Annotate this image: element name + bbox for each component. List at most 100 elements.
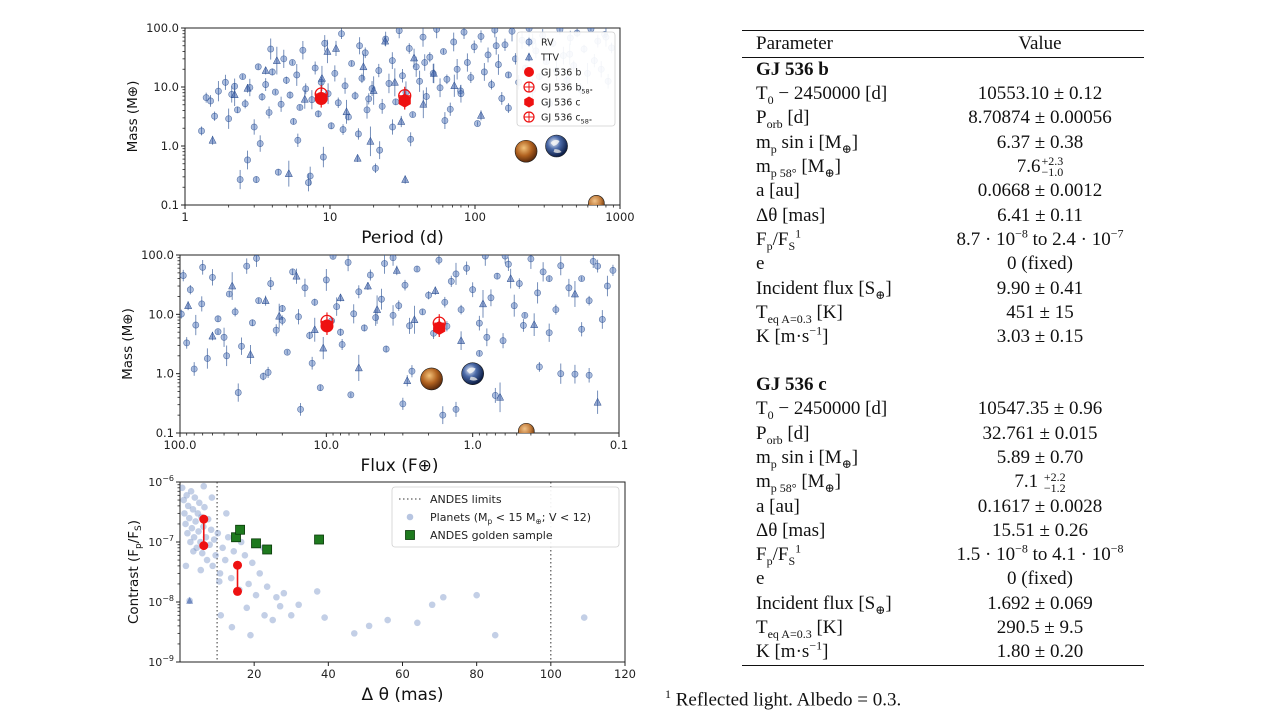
planet-point xyxy=(183,492,190,499)
planet-point xyxy=(227,574,235,582)
y-tick-base: 10 xyxy=(148,656,162,669)
value-cell: 5.89 ± 0.70 xyxy=(996,447,1084,468)
rv-marker xyxy=(308,96,316,104)
earth-cloud xyxy=(550,139,560,146)
rv-marker xyxy=(211,112,218,120)
planet-point xyxy=(187,487,195,495)
ttv-point xyxy=(506,268,515,289)
rv-marker xyxy=(267,280,275,287)
rv-marker xyxy=(244,156,251,164)
rv-point xyxy=(350,304,358,324)
rv-point xyxy=(587,28,595,33)
rv-point xyxy=(360,324,368,332)
rv-marker xyxy=(252,176,260,183)
rv-point xyxy=(338,339,346,350)
rv-marker xyxy=(202,94,210,102)
rv-marker xyxy=(446,105,454,113)
legend-planet-marker xyxy=(406,513,414,521)
table-row: a [au] 0.1617 ± 0.0028 xyxy=(742,494,1144,518)
rv-marker xyxy=(463,264,471,272)
param-cell: T0 − 2450000 [d] xyxy=(756,398,888,423)
param-cell: mp 58° [M⊕] xyxy=(756,156,841,180)
rv-marker xyxy=(334,99,342,107)
rv-marker xyxy=(299,46,307,54)
x-tick-label: 1000 xyxy=(605,210,634,224)
rv-point xyxy=(301,278,309,297)
rv-marker xyxy=(301,284,309,292)
rv-marker xyxy=(425,291,433,299)
legend: ANDES limits Planets (Mp < 15 M⊕; V < 12)… xyxy=(391,486,620,548)
rv-point xyxy=(399,69,406,83)
y-tick-exponent: −6 xyxy=(162,474,174,483)
rv-marker xyxy=(457,90,465,98)
planet-point xyxy=(195,528,202,535)
ttv-point xyxy=(369,76,378,105)
rv-marker xyxy=(443,75,451,83)
rv-marker xyxy=(250,123,258,131)
rv-point xyxy=(378,98,386,114)
rv-point xyxy=(435,255,443,265)
rv-marker xyxy=(494,61,502,68)
rv-point xyxy=(457,84,465,103)
ttv-marker xyxy=(419,99,428,108)
rv-point xyxy=(339,124,347,135)
legend-label-text: TTV xyxy=(540,53,559,64)
rv-point xyxy=(214,328,222,336)
rv-marker xyxy=(399,72,406,80)
planet-point xyxy=(269,616,277,624)
legend-label: GJ 536 b xyxy=(541,68,581,79)
legend-label-part: ⊕ xyxy=(535,517,541,526)
rv-point xyxy=(322,268,330,291)
rv-point xyxy=(450,32,458,52)
ttv-point xyxy=(410,305,419,334)
rv-marker xyxy=(505,71,512,79)
rv-point xyxy=(527,255,535,269)
param-cell: T0 − 2450000 [d] xyxy=(756,83,888,107)
rv-point xyxy=(258,93,266,101)
rv-marker xyxy=(264,369,272,376)
rv-point xyxy=(421,54,429,71)
rv-marker xyxy=(483,333,491,341)
rv-point xyxy=(358,73,366,84)
planet-point xyxy=(214,529,222,537)
planet-point xyxy=(188,524,196,532)
ttv-marker xyxy=(186,596,194,604)
rv-marker xyxy=(277,100,285,108)
rv-point xyxy=(452,262,460,285)
rv-marker xyxy=(508,28,516,35)
rv-point xyxy=(351,91,359,100)
rv-marker xyxy=(463,59,471,66)
ttv-point xyxy=(275,303,284,329)
planet-point xyxy=(194,510,202,517)
mars-disc xyxy=(518,422,535,433)
rv-marker xyxy=(319,153,327,161)
ttv-marker xyxy=(401,175,410,183)
table-row: mp 58° [M⊕] 7.1 +2.2 −1.2 xyxy=(742,470,1144,494)
ttv-marker xyxy=(261,296,270,304)
legend-label: RV xyxy=(541,38,554,49)
table-row: Δθ [mas] 15.51 ± 0.26 xyxy=(742,519,1144,543)
rv-marker xyxy=(527,255,535,263)
rv-marker xyxy=(308,359,316,367)
plot-mass-flux: 100.0 10.0 1.0 0.1 0.1 1.0 10.0 100.0 Flux (F⊕) M… xyxy=(120,248,628,476)
planet-point xyxy=(216,570,224,577)
mars-icon xyxy=(588,194,605,205)
rv-marker xyxy=(306,332,314,339)
rv-point xyxy=(338,28,345,40)
gj536b-58-marker xyxy=(320,312,334,331)
rv-point xyxy=(272,324,280,337)
param-cell: Porb [d] xyxy=(756,422,810,447)
value-cell: 0.1617 ± 0.0028 xyxy=(977,495,1103,517)
rv-marker xyxy=(338,30,345,38)
rv-marker xyxy=(223,352,231,360)
rv-point xyxy=(565,278,573,297)
rv-marker xyxy=(470,43,478,51)
rv-marker xyxy=(311,64,319,72)
value-cell: 6.41 ± 0.11 xyxy=(997,204,1083,226)
rv-point xyxy=(211,111,218,121)
rv-marker xyxy=(480,68,488,76)
ttv-point xyxy=(478,290,488,318)
rv-marker xyxy=(453,65,461,73)
rv-marker xyxy=(329,255,337,260)
planet-point xyxy=(216,578,223,585)
